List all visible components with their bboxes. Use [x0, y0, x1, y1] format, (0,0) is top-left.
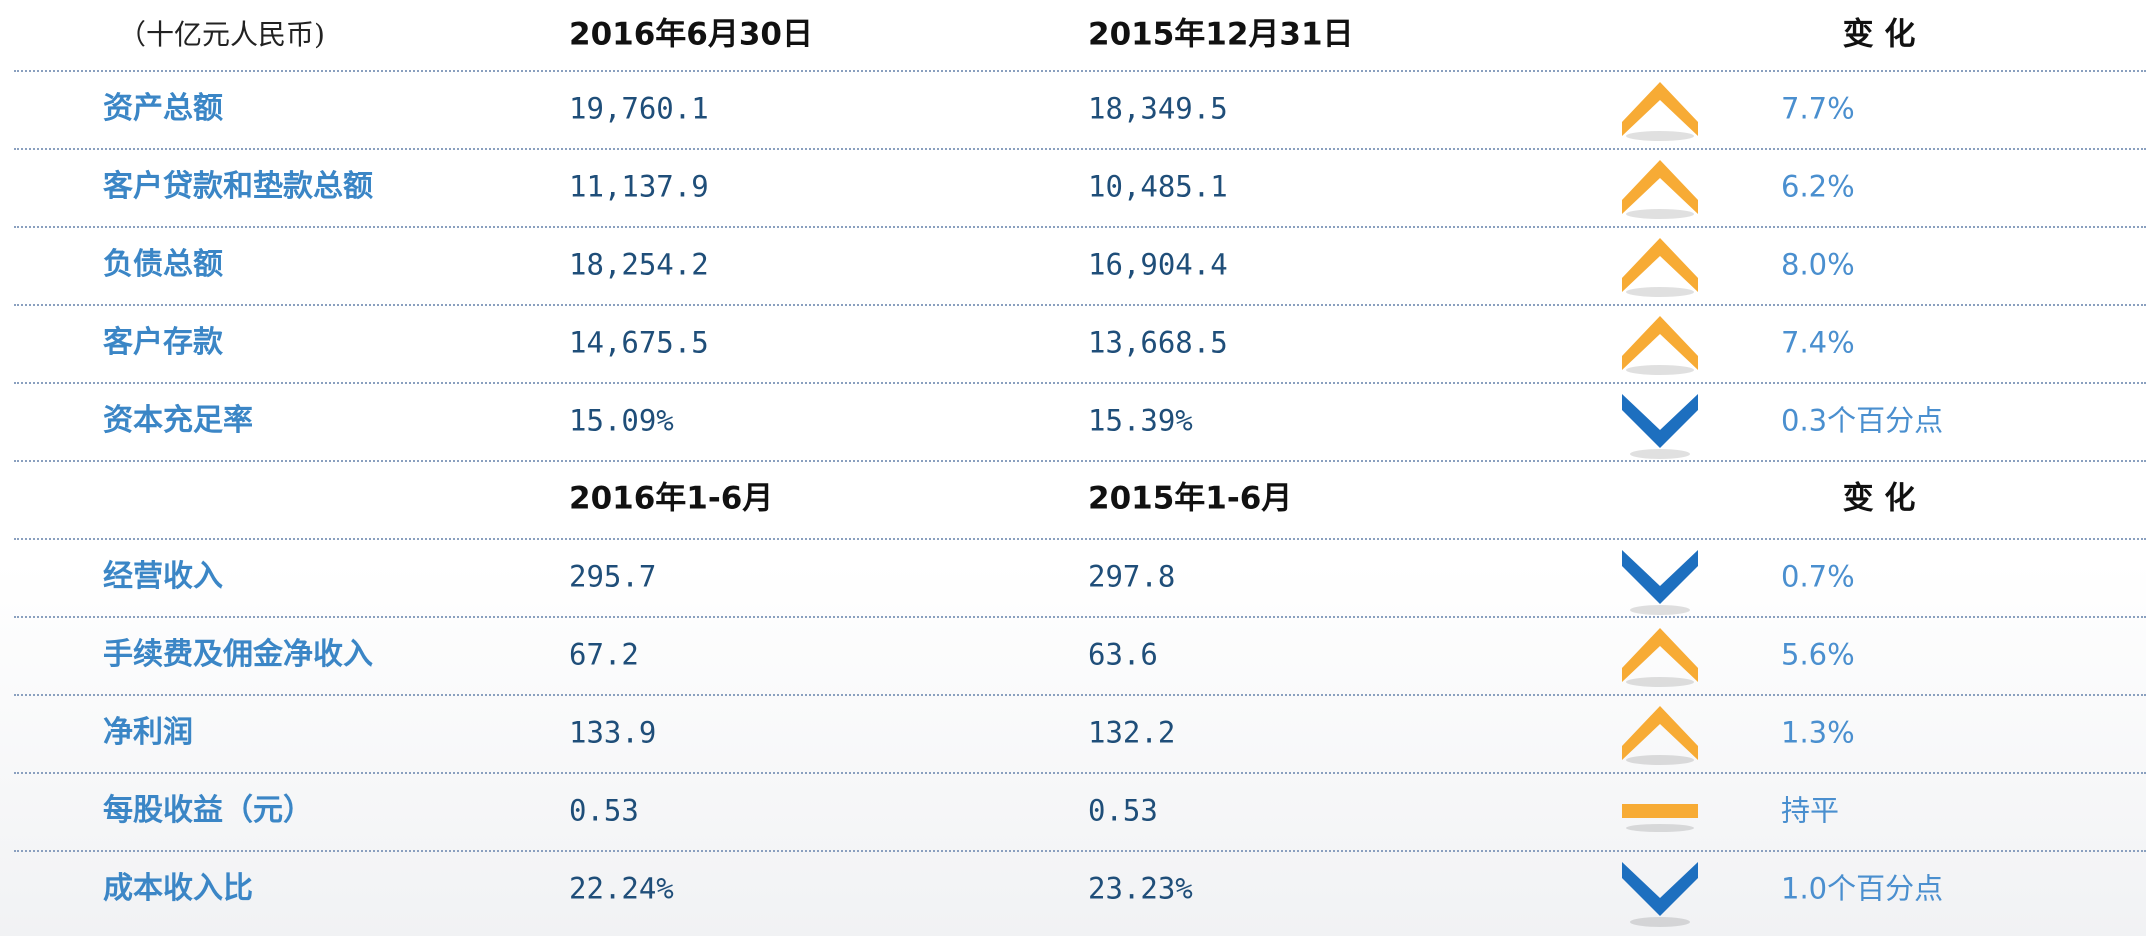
previous-value: 16,904.4 — [1088, 247, 1228, 282]
row-divider — [14, 382, 2146, 384]
previous-value: 10,485.1 — [1088, 169, 1228, 204]
row-label: 负债总额 — [103, 247, 223, 282]
trend-icon — [1622, 316, 1698, 375]
previous-value: 23.23% — [1088, 871, 1193, 906]
row-divider — [14, 538, 2146, 540]
change-value: 1.3% — [1781, 715, 1855, 750]
trend-icon — [1622, 550, 1698, 615]
change-value: 0.7% — [1781, 559, 1855, 594]
row-label: 客户存款 — [103, 325, 223, 360]
current-value: 295.7 — [569, 559, 657, 594]
row-label: 手续费及佣金净收入 — [103, 637, 373, 672]
trend-icon — [1622, 394, 1698, 459]
column-header: 2016年1-6月 — [569, 480, 774, 517]
current-value: 11,137.9 — [569, 169, 709, 204]
row-divider — [14, 148, 2146, 150]
change-value: 持平 — [1781, 793, 1840, 828]
trend-icon — [1622, 82, 1698, 141]
trend-icon — [1622, 862, 1698, 927]
column-header: 变 化 — [1842, 480, 1916, 517]
change-value: 7.4% — [1781, 325, 1855, 360]
previous-value: 15.39% — [1088, 403, 1193, 438]
column-header: 2016年6月30日 — [569, 16, 813, 53]
row-divider — [14, 304, 2146, 306]
row-label: 资本充足率 — [103, 403, 253, 438]
current-value: 0.53 — [569, 793, 639, 828]
previous-value: 132.2 — [1088, 715, 1176, 750]
row-label: 客户贷款和垫款总额 — [103, 169, 373, 204]
change-value: 5.6% — [1781, 637, 1855, 672]
row-divider — [14, 772, 2146, 774]
change-value: 8.0% — [1781, 247, 1855, 282]
previous-value: 18,349.5 — [1088, 91, 1228, 126]
row-label: 资产总额 — [103, 91, 223, 126]
row-divider — [14, 70, 2146, 72]
row-divider — [14, 616, 2146, 618]
column-header: 变 化 — [1842, 16, 1916, 53]
trend-icon — [1622, 706, 1698, 765]
row-label: 净利润 — [103, 715, 193, 750]
current-value: 15.09% — [569, 403, 674, 438]
current-value: 67.2 — [569, 637, 639, 672]
row-label: 每股收益（元） — [103, 793, 313, 828]
row-divider — [14, 694, 2146, 696]
current-value: 14,675.5 — [569, 325, 709, 360]
trend-icon — [1622, 160, 1698, 219]
change-value: 7.7% — [1781, 91, 1855, 126]
trend-icon — [1622, 628, 1698, 687]
current-value: 22.24% — [569, 871, 674, 906]
row-divider — [14, 850, 2146, 852]
previous-value: 13,668.5 — [1088, 325, 1228, 360]
change-value: 0.3个百分点 — [1781, 403, 1944, 438]
row-divider — [14, 460, 2146, 462]
current-value: 18,254.2 — [569, 247, 709, 282]
column-header: 2015年12月31日 — [1088, 16, 1354, 53]
row-label: 成本收入比 — [103, 871, 253, 906]
unit-label: （十亿元人民币) — [118, 18, 325, 51]
row-label: 经营收入 — [103, 559, 223, 594]
trend-icon — [1622, 804, 1698, 832]
row-divider — [14, 226, 2146, 228]
trend-icon — [1622, 238, 1698, 297]
column-header: 2015年1-6月 — [1088, 480, 1293, 517]
current-value: 133.9 — [569, 715, 657, 750]
change-value: 6.2% — [1781, 169, 1855, 204]
previous-value: 297.8 — [1088, 559, 1176, 594]
previous-value: 63.6 — [1088, 637, 1158, 672]
change-value: 1.0个百分点 — [1781, 871, 1944, 906]
current-value: 19,760.1 — [569, 91, 709, 126]
previous-value: 0.53 — [1088, 793, 1158, 828]
